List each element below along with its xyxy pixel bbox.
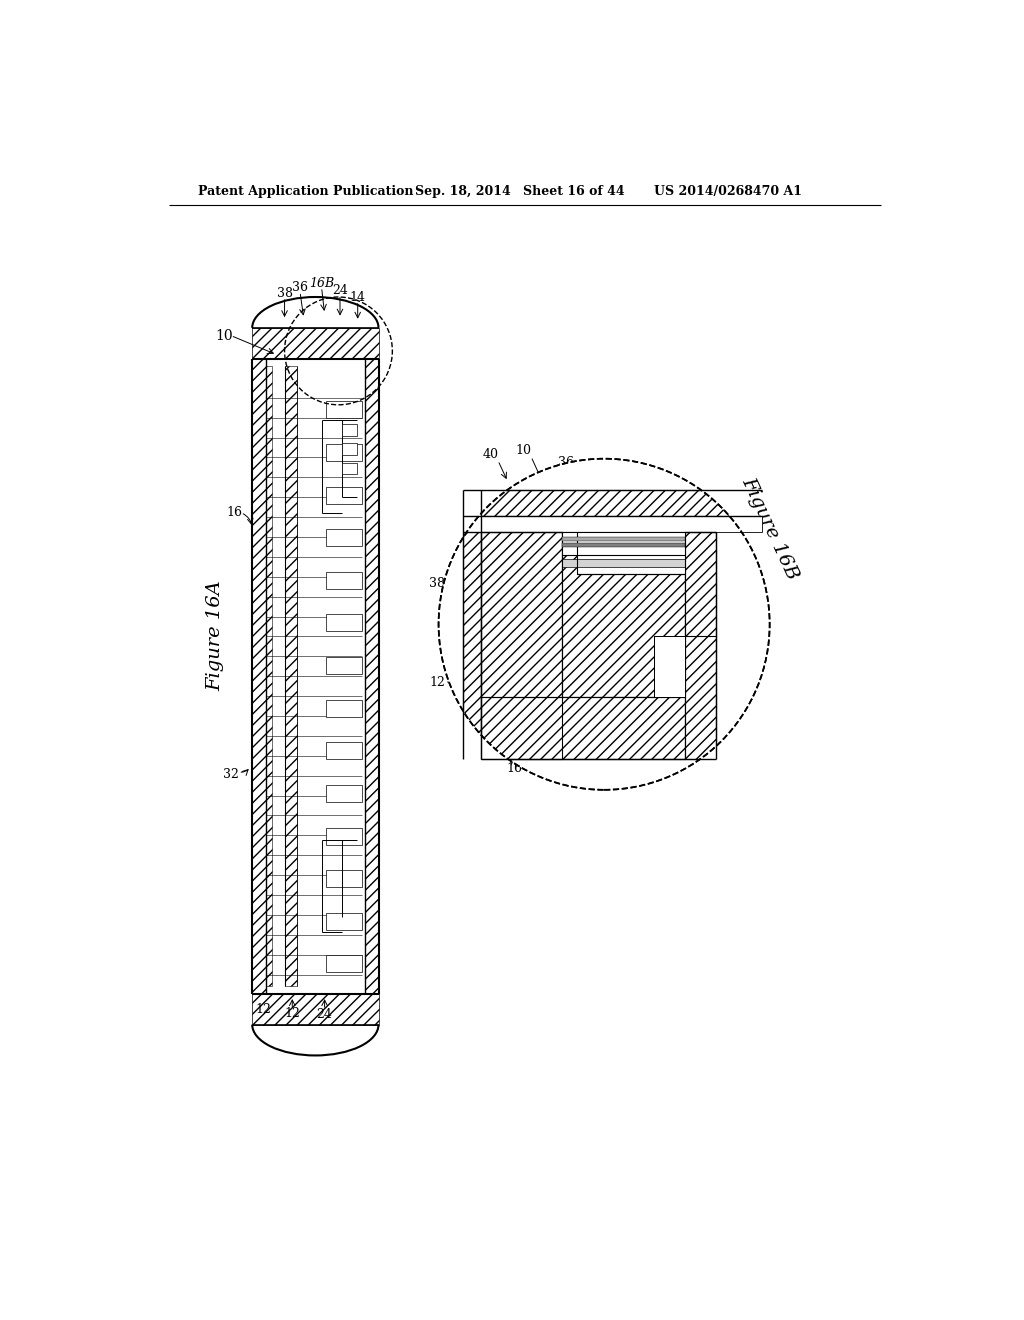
Bar	[562, 532, 685, 554]
Text: 12: 12	[285, 1007, 300, 1019]
Text: 12: 12	[256, 1003, 271, 1016]
Text: 40: 40	[482, 449, 498, 462]
Bar	[326, 529, 362, 546]
Text: 36: 36	[292, 281, 308, 294]
Polygon shape	[266, 367, 272, 986]
Text: 14: 14	[350, 290, 366, 304]
Bar	[326, 828, 362, 845]
Bar	[562, 532, 685, 697]
Bar	[326, 742, 362, 759]
Bar	[463, 490, 762, 516]
Bar	[562, 558, 685, 566]
Text: 32: 32	[545, 764, 560, 777]
Bar	[578, 554, 685, 574]
Bar	[562, 537, 685, 541]
Bar	[326, 700, 362, 717]
Bar	[326, 487, 362, 504]
Bar	[342, 424, 357, 436]
Bar	[326, 785, 362, 803]
Bar	[481, 532, 562, 759]
Bar	[326, 444, 362, 461]
Bar	[266, 359, 365, 994]
Text: Sep. 18, 2014: Sep. 18, 2014	[416, 185, 511, 198]
Text: Sheet 16 of 44: Sheet 16 of 44	[523, 185, 625, 198]
Bar	[326, 614, 362, 631]
Text: 38: 38	[429, 577, 445, 590]
Text: 24: 24	[700, 652, 716, 665]
Bar	[326, 870, 362, 887]
Bar	[342, 444, 357, 455]
Text: 10: 10	[215, 329, 232, 342]
Text: 24: 24	[332, 284, 348, 297]
Text: Patent Application Publication: Patent Application Publication	[199, 185, 414, 198]
Text: 10: 10	[515, 445, 531, 458]
Text: US 2014/0268470 A1: US 2014/0268470 A1	[654, 185, 802, 198]
Text: 14: 14	[731, 698, 746, 711]
Text: 16: 16	[506, 762, 522, 775]
Polygon shape	[252, 359, 266, 994]
Bar	[654, 636, 685, 697]
Bar	[326, 401, 362, 418]
Polygon shape	[252, 994, 379, 1024]
Bar	[685, 532, 716, 759]
Bar	[463, 516, 762, 532]
Text: 34: 34	[683, 631, 699, 644]
Text: 24: 24	[316, 1008, 333, 1022]
Bar	[326, 956, 362, 973]
Text: 12: 12	[607, 475, 624, 488]
Bar	[326, 572, 362, 589]
Bar	[463, 490, 481, 759]
Text: Figure 16B: Figure 16B	[738, 474, 801, 582]
Polygon shape	[252, 327, 379, 359]
Bar	[342, 462, 357, 474]
Text: 32: 32	[223, 768, 239, 781]
Bar	[326, 657, 362, 675]
Text: Figure 16A: Figure 16A	[206, 581, 224, 692]
Polygon shape	[365, 359, 379, 994]
Text: 16B: 16B	[309, 277, 334, 289]
Text: 44: 44	[581, 467, 597, 480]
Bar	[481, 697, 685, 759]
Text: 36: 36	[558, 455, 573, 469]
Bar	[562, 544, 685, 548]
Circle shape	[438, 459, 770, 789]
Text: 38: 38	[276, 286, 293, 300]
Text: 44: 44	[731, 672, 746, 685]
Polygon shape	[286, 367, 297, 986]
Text: 12: 12	[429, 676, 445, 689]
Text: 16: 16	[226, 506, 243, 519]
Bar	[326, 913, 362, 929]
